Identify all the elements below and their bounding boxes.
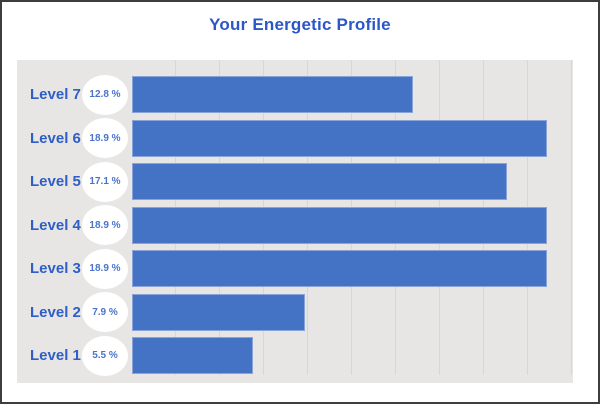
percent-value: 17.1 %: [89, 176, 121, 188]
percent-value: 5.5 %: [92, 350, 118, 362]
percent-value: 18.9 %: [89, 219, 121, 231]
level-label: Level 5: [30, 173, 81, 191]
bar: [132, 206, 547, 244]
bar-track: [132, 119, 571, 157]
chart-row: Level 2 7.9 %: [17, 291, 573, 335]
chart-panel: Level 7 12.8 % Level 6 18.9 % Level 5 17…: [17, 60, 573, 383]
bar-track: [132, 293, 571, 331]
bar-track: [132, 76, 571, 114]
level-label: Level 6: [30, 129, 81, 147]
bar-track: [132, 206, 571, 244]
chart-row: Level 5 17.1 %: [17, 160, 573, 204]
level-label: Level 1: [30, 347, 81, 365]
level-label: Level 4: [30, 216, 81, 234]
level-label: Level 3: [30, 260, 81, 278]
percent-badge: 12.8 %: [82, 74, 128, 115]
chart-row: Level 4 18.9 %: [17, 204, 573, 248]
percent-value: 12.8 %: [89, 89, 121, 101]
level-label: Level 2: [30, 303, 81, 321]
bar: [132, 337, 253, 375]
chart-row: Level 7 12.8 %: [17, 73, 573, 117]
level-label: Level 7: [30, 86, 81, 104]
bar: [132, 163, 508, 201]
bar-track: [132, 337, 571, 375]
bar: [132, 293, 306, 331]
percent-badge: 18.9 %: [82, 205, 128, 246]
percent-badge: 5.5 %: [82, 335, 128, 376]
percent-badge: 18.9 %: [82, 118, 128, 159]
percent-value: 7.9 %: [92, 306, 118, 318]
bar: [132, 119, 547, 157]
percent-badge: 7.9 %: [82, 292, 128, 333]
bar-track: [132, 250, 571, 288]
bar-track: [132, 163, 571, 201]
chart-row: Level 6 18.9 %: [17, 117, 573, 161]
percent-value: 18.9 %: [89, 132, 121, 144]
percent-badge: 18.9 %: [82, 248, 128, 289]
percent-value: 18.9 %: [89, 263, 121, 275]
chart-row: Level 3 18.9 %: [17, 247, 573, 291]
bar: [132, 76, 413, 114]
percent-badge: 17.1 %: [82, 161, 128, 202]
page-title: Your Energetic Profile: [209, 15, 391, 34]
chart-row: Level 1 5.5 %: [17, 334, 573, 378]
chart-rows: Level 7 12.8 % Level 6 18.9 % Level 5 17…: [17, 60, 573, 378]
bar: [132, 250, 547, 288]
